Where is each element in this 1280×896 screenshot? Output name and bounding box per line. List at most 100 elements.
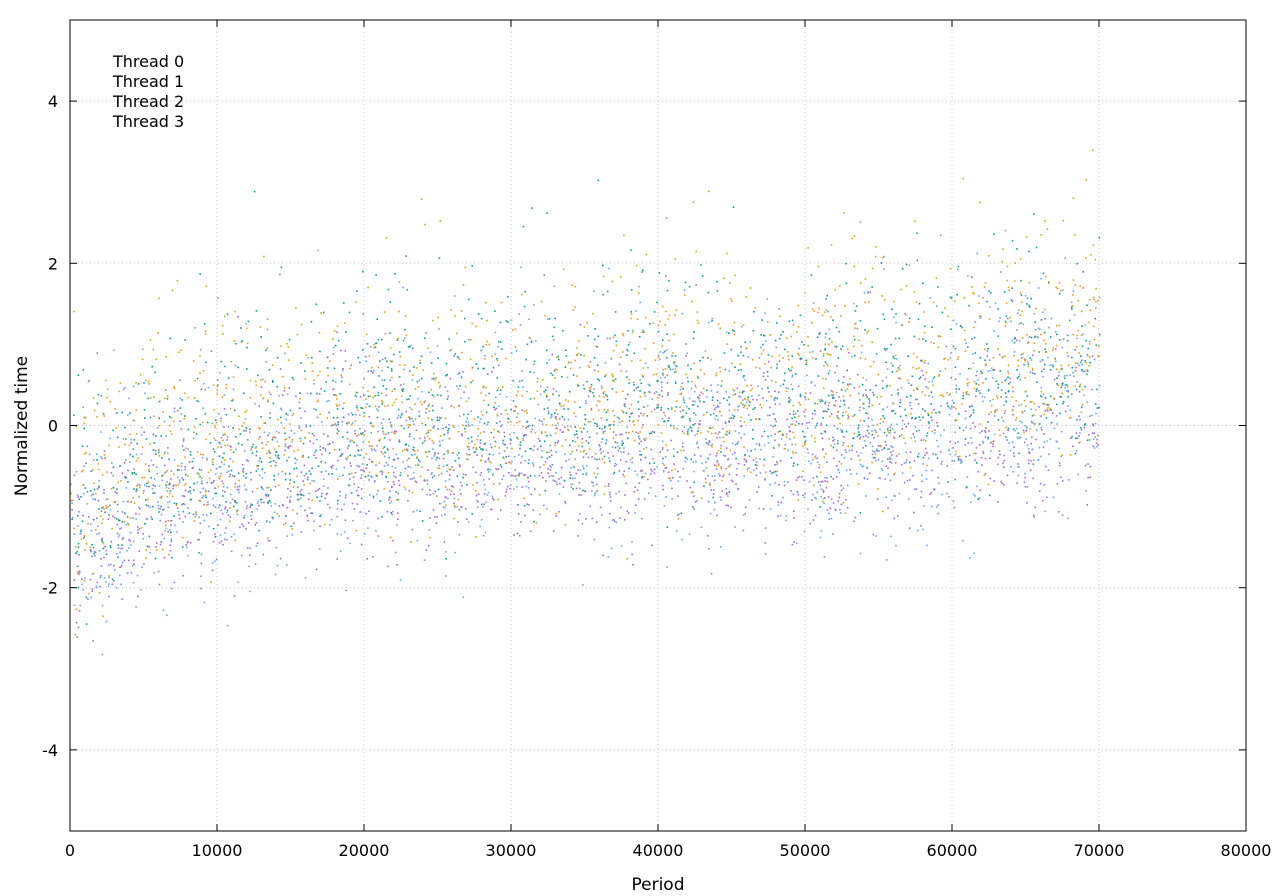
data-point [497, 340, 500, 343]
data-point [734, 451, 736, 454]
data-point [1071, 437, 1073, 439]
data-point [692, 461, 695, 463]
data-point [656, 407, 658, 409]
data-point [998, 353, 1001, 356]
data-point [940, 434, 942, 437]
data-point [260, 501, 263, 504]
data-point [229, 502, 232, 504]
data-point [242, 471, 244, 474]
data-point [673, 455, 675, 457]
data-point [822, 355, 825, 357]
data-point [713, 412, 715, 415]
data-point [148, 383, 150, 385]
data-point [866, 478, 869, 480]
data-point [979, 201, 981, 204]
data-point [1003, 291, 1006, 293]
data-point [203, 601, 206, 604]
data-point [242, 470, 244, 472]
data-point [901, 472, 904, 474]
data-point [721, 479, 723, 482]
data-point [269, 452, 272, 454]
data-point [446, 374, 448, 376]
data-point [513, 534, 515, 536]
data-point [92, 493, 94, 496]
data-point [732, 206, 735, 208]
data-point [166, 397, 169, 400]
data-point [885, 376, 888, 379]
data-point [260, 336, 262, 338]
data-point [760, 407, 763, 409]
data-point [551, 424, 554, 426]
data-point [303, 464, 306, 467]
data-point [163, 556, 166, 559]
data-point [770, 434, 772, 437]
data-point [911, 417, 913, 420]
data-point [815, 497, 817, 500]
data-point [138, 506, 140, 508]
data-point [1019, 420, 1021, 423]
data-point [460, 397, 462, 400]
data-point [181, 495, 184, 497]
data-point [613, 380, 615, 383]
data-point [1026, 395, 1028, 397]
data-point [976, 388, 978, 390]
data-point [493, 429, 496, 431]
data-point [499, 393, 501, 395]
data-point [935, 506, 938, 508]
data-point [918, 377, 921, 380]
data-point [226, 313, 229, 316]
data-point [214, 560, 216, 563]
data-point [1098, 236, 1101, 239]
data-point [179, 407, 182, 409]
data-point [597, 378, 599, 381]
data-point [982, 442, 985, 444]
data-point [1083, 394, 1085, 397]
data-point [481, 448, 484, 450]
data-point [220, 509, 223, 511]
data-point [711, 426, 714, 429]
data-point [1094, 403, 1097, 405]
data-point [639, 359, 642, 362]
data-point [890, 535, 892, 538]
data-point [184, 339, 186, 341]
data-point [357, 454, 359, 456]
data-point [440, 416, 442, 419]
data-point [211, 422, 214, 425]
data-point [1047, 356, 1049, 359]
data-point [347, 421, 349, 424]
data-point [760, 448, 762, 451]
data-point [158, 511, 160, 513]
data-point [82, 589, 84, 591]
data-point [633, 389, 636, 392]
data-point [528, 504, 530, 506]
data-point [417, 386, 420, 388]
data-point [968, 393, 970, 396]
data-point [1042, 499, 1044, 502]
data-point [487, 404, 490, 406]
data-point [873, 437, 875, 439]
data-point [972, 292, 974, 294]
data-point [995, 380, 998, 382]
data-point [340, 454, 342, 457]
data-point [811, 459, 814, 461]
data-point [742, 376, 745, 379]
data-point [728, 421, 731, 423]
data-point [857, 434, 860, 436]
data-point [397, 408, 400, 411]
data-point [491, 371, 493, 373]
data-point [364, 476, 367, 478]
data-point [1066, 384, 1068, 386]
data-point [341, 376, 343, 379]
data-point [92, 546, 95, 549]
data-point [976, 252, 978, 255]
data-point [853, 265, 855, 267]
data-point [266, 487, 268, 489]
data-point [701, 275, 704, 277]
data-point [1029, 371, 1032, 373]
data-point [828, 370, 831, 372]
data-point [613, 471, 616, 474]
data-point [577, 519, 580, 521]
data-point [752, 469, 755, 472]
data-point [241, 443, 243, 446]
data-point [832, 502, 835, 504]
